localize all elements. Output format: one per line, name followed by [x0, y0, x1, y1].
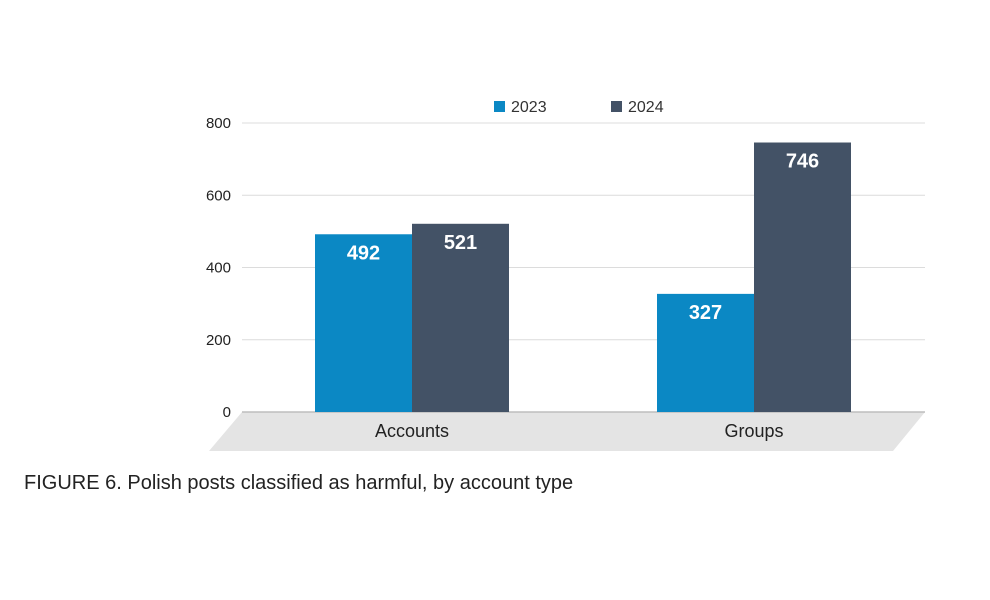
y-tick-label: 600 — [206, 187, 231, 204]
y-tick-label: 800 — [206, 115, 231, 132]
bar — [657, 293, 754, 412]
figure-caption: FIGURE 6. Polish posts classified as har… — [24, 472, 574, 494]
legend-label: 2023 — [511, 99, 547, 116]
y-tick-label: 0 — [223, 404, 231, 421]
chart-floor — [209, 412, 925, 451]
legend-label: 2024 — [628, 99, 664, 116]
data-label: 492 — [347, 242, 380, 264]
bar — [754, 142, 851, 412]
data-label: 746 — [786, 151, 819, 173]
legend-swatch — [494, 101, 505, 112]
y-tick-label: 200 — [206, 332, 231, 349]
x-category-label: Groups — [724, 421, 783, 441]
x-category-label: Accounts — [375, 421, 449, 441]
bar — [412, 223, 509, 412]
data-label: 327 — [689, 302, 722, 324]
bar — [315, 234, 412, 412]
data-label: 521 — [444, 232, 477, 254]
legend-swatch — [611, 101, 622, 112]
y-tick-label: 400 — [206, 260, 231, 277]
